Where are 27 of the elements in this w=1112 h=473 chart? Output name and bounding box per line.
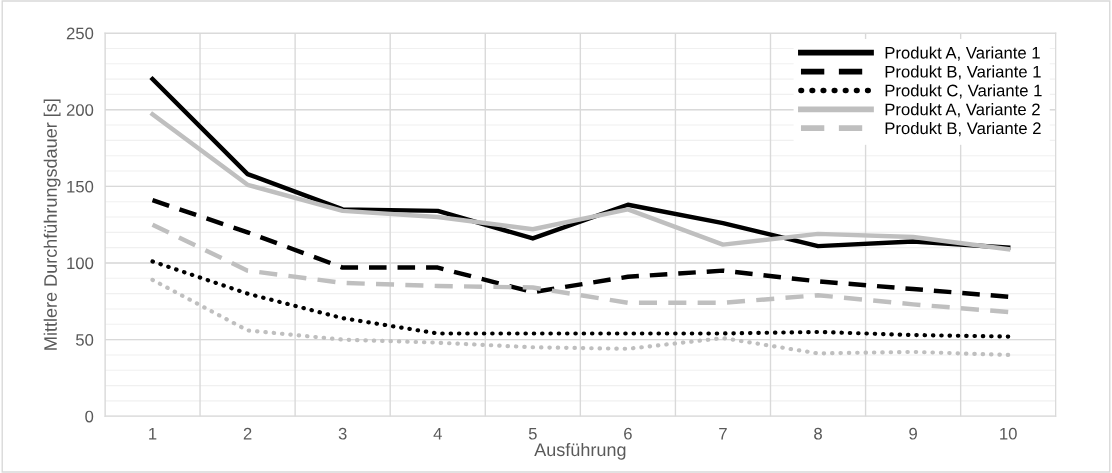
line-series [150,277,1011,358]
x-tick-label: 1 [149,427,157,440]
x-tick-label: 2 [243,427,252,440]
x-tick-label: 3 [338,427,347,440]
x-axis-title: Ausführung [534,442,626,460]
y-tick-label: 250 [66,27,94,40]
y-tick-label: 150 [67,180,94,193]
y-tick-label: 200 [66,104,94,116]
x-tick-label: 4 [433,427,442,440]
line-series [150,222,1011,315]
x-tick-label: 8 [814,427,822,440]
x-tick-label: 9 [909,427,917,440]
y-axis-title: Mittlere Durchführungsdauer [s] [43,99,61,350]
legend-label: Produkt B, Variante 1 [885,65,1041,80]
line-series [150,259,1011,339]
x-tick-label: 7 [719,427,727,440]
legend-label: Produkt C, Variante 1 [885,84,1042,99]
line-series [150,197,1011,299]
x-tick-label: 6 [624,427,632,440]
y-tick-label: 0 [85,410,94,423]
x-tick-label: 10 [1000,427,1017,440]
legend-label: Produkt B, Variante 2 [885,121,1041,137]
legend-label: Produkt A, Variante 2 [885,103,1040,118]
x-tick-label: 5 [528,427,537,440]
y-tick-label: 100 [67,257,94,270]
y-tick-label: 50 [75,334,94,346]
legend-label: Produkt A, Variante 1 [885,46,1040,61]
